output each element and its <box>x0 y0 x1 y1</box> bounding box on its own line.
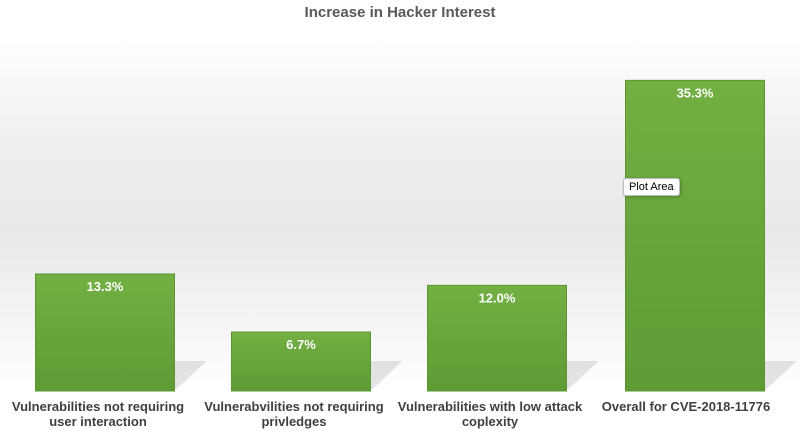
bar[interactable] <box>35 273 175 392</box>
data-label: 6.7% <box>286 337 316 352</box>
category-label: Vulnerabilities not requiring user inter… <box>11 399 185 429</box>
bar[interactable] <box>625 79 765 392</box>
plot-area-tooltip: Plot Area <box>623 178 680 196</box>
data-label: 12.0% <box>479 290 516 305</box>
data-label: 35.3% <box>677 85 714 100</box>
bar[interactable] <box>231 331 371 392</box>
chart-title: Increase in Hacker Interest <box>304 4 496 21</box>
data-label: 13.3% <box>87 279 124 294</box>
category-label: Vulnerabilities with low attack coplexit… <box>397 399 583 429</box>
bar[interactable] <box>427 284 567 392</box>
category-label: Vulnerabvilities not requiring privledge… <box>204 399 384 429</box>
category-label: Overall for CVE-2018-11776 <box>601 399 771 414</box>
